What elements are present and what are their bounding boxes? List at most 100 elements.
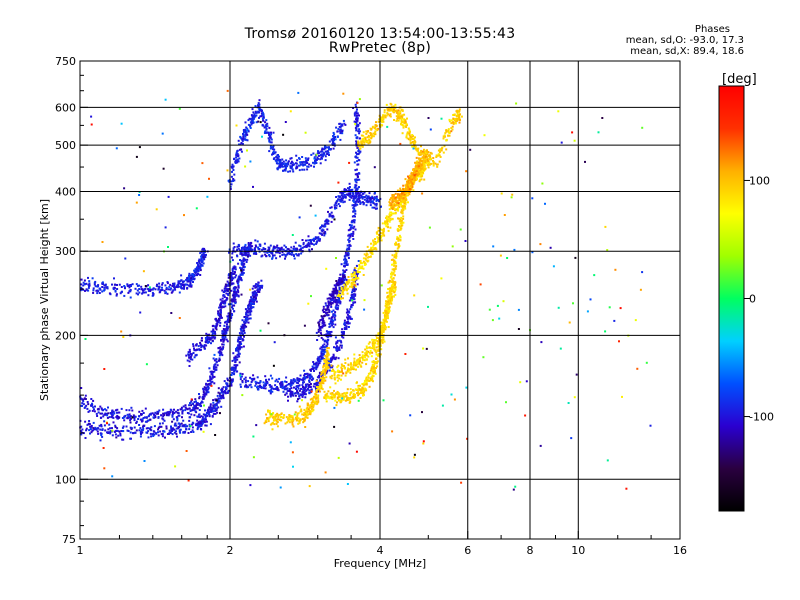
data-point (332, 290, 335, 293)
data-point (235, 294, 238, 297)
data-point (236, 349, 238, 352)
data-point (341, 132, 344, 135)
data-point (361, 197, 364, 200)
data-point (212, 404, 215, 407)
data-point (250, 302, 252, 305)
data-point (354, 134, 357, 137)
data-point (172, 282, 174, 285)
data-point (285, 384, 288, 387)
data-point (147, 288, 150, 290)
data-point (352, 204, 355, 207)
data-point (343, 395, 346, 398)
data-point (309, 368, 312, 371)
data-point (357, 130, 360, 133)
data-point (266, 382, 269, 385)
data-point (232, 293, 235, 296)
data-point (236, 288, 239, 291)
data-point (259, 384, 261, 387)
data-point (136, 289, 139, 292)
data-point (234, 161, 237, 163)
data-point (324, 231, 327, 233)
data-point (375, 357, 378, 360)
data-point (282, 248, 285, 251)
data-point (293, 386, 295, 389)
data-point (230, 175, 233, 178)
data-point (370, 347, 373, 350)
data-point (343, 265, 346, 268)
data-point (200, 258, 203, 261)
data-point (352, 227, 355, 230)
data-point (247, 386, 250, 389)
data-point (198, 261, 201, 264)
data-point (201, 419, 204, 422)
data-point (361, 386, 364, 389)
data-point (140, 420, 143, 423)
data-point (321, 388, 324, 391)
data-point (321, 309, 324, 312)
data-point (233, 364, 236, 367)
data-point (166, 433, 169, 435)
data-point (239, 135, 242, 138)
data-point (185, 354, 188, 357)
data-point (342, 277, 345, 280)
data-point (321, 228, 324, 231)
data-point (320, 326, 323, 329)
data-point (340, 367, 343, 370)
data-point (251, 379, 254, 382)
data-point (355, 193, 358, 196)
data-point (220, 311, 222, 314)
data-point (176, 284, 179, 287)
data-point (217, 310, 220, 313)
data-point (268, 389, 271, 392)
data-point (355, 123, 358, 126)
data-point (156, 283, 158, 286)
data-point (400, 216, 403, 219)
data-point (298, 395, 301, 398)
data-point (251, 115, 254, 118)
data-point (90, 431, 93, 434)
data-point (247, 253, 250, 256)
data-point (243, 378, 246, 381)
data-point (316, 156, 319, 159)
data-point (388, 309, 391, 312)
data-point (159, 289, 162, 292)
data-point (159, 422, 161, 425)
data-point (328, 323, 331, 325)
data-point (116, 288, 119, 290)
data-point (224, 289, 227, 292)
data-point (302, 379, 305, 381)
data-point (266, 417, 269, 420)
data-point (145, 431, 148, 434)
data-point (370, 376, 373, 379)
data-point (323, 364, 326, 367)
data-point (336, 370, 339, 373)
data-point (366, 352, 369, 355)
data-point (236, 282, 239, 284)
data-point (231, 259, 234, 262)
data-point (231, 170, 233, 173)
data-point (175, 427, 178, 430)
data-point (250, 386, 253, 389)
data-point (171, 414, 174, 417)
data-point (326, 341, 329, 344)
data-point (371, 351, 374, 354)
data-point (308, 389, 311, 392)
data-point (205, 344, 208, 347)
data-point (338, 393, 341, 396)
data-point (236, 340, 239, 343)
data-point (214, 336, 217, 339)
data-point (318, 362, 321, 365)
data-point (188, 354, 191, 357)
data-point (277, 154, 279, 156)
data-point (223, 328, 226, 331)
data-point (378, 338, 380, 341)
data-point (81, 428, 84, 431)
data-point (256, 381, 258, 384)
data-point (371, 374, 374, 377)
data-point (328, 360, 331, 363)
data-point (213, 337, 216, 340)
data-point (346, 193, 348, 196)
data-point (195, 343, 198, 346)
data-point (330, 305, 333, 308)
data-point (232, 304, 235, 307)
